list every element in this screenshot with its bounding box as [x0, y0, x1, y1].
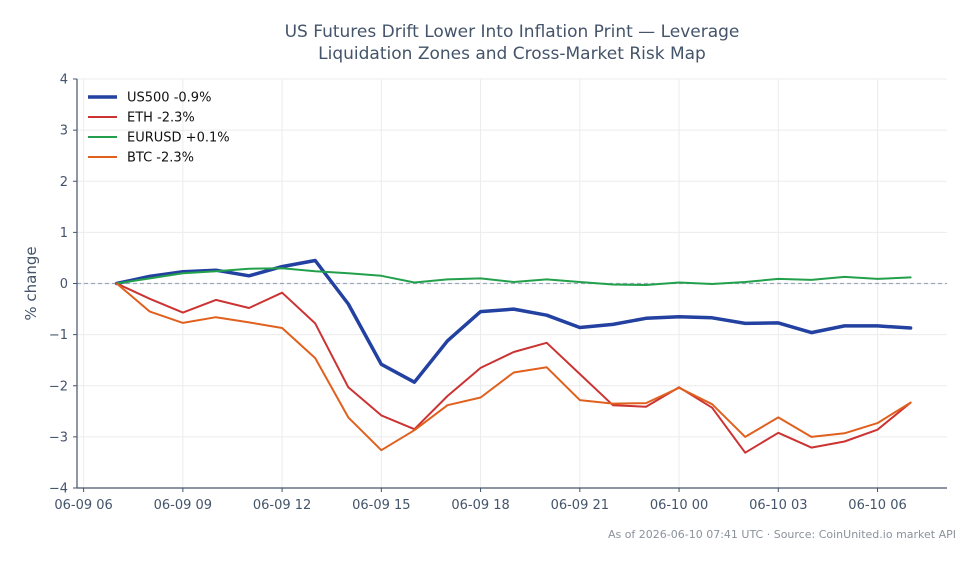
y-tick-label: −1 — [49, 328, 68, 343]
x-axis-ticks: 06-09 06 06-09 09 06-09 12 06-09 15 06-09 18… — [54, 488, 907, 513]
x-tick-label: 06-09 15 — [352, 498, 410, 513]
y-tick-label: −4 — [49, 482, 68, 497]
x-tick-label: 06-10 03 — [749, 498, 807, 513]
series-line-2 — [115, 267, 912, 286]
y-tick-label: 1 — [60, 226, 68, 241]
x-tick-label: 06-09 18 — [451, 498, 509, 513]
y-tick-label: −3 — [49, 430, 68, 445]
y-axis-ticks: 4 3 2 1 0 −1 −2 −3 −4 — [49, 73, 77, 497]
legend-label: US500 -0.9% — [127, 91, 211, 106]
x-tick-label: 06-09 12 — [253, 498, 311, 513]
chart-title-line-2: Liquidation Zones and Cross-Market Risk … — [318, 44, 706, 64]
x-tick-label: 06-10 06 — [848, 498, 906, 513]
chart-title-line-1: US Futures Drift Lower Into Inflation Pr… — [284, 22, 740, 42]
y-tick-label: −2 — [49, 379, 68, 394]
x-tick-label: 06-09 06 — [54, 498, 112, 513]
y-tick-label: 0 — [60, 277, 68, 292]
y-tick-label: 3 — [60, 124, 68, 139]
legend: US500 -0.9% ETH -2.3% EURUSD +0.1% BTC -2.3… — [88, 91, 230, 166]
series-line-1 — [115, 282, 912, 454]
legend-label: ETH -2.3% — [127, 111, 195, 126]
x-tick-label: 06-09 21 — [551, 498, 609, 513]
y-axis-label: % change — [22, 246, 40, 320]
series-line-3 — [115, 282, 912, 452]
legend-label: EURUSD +0.1% — [127, 131, 230, 146]
x-tick-label: 06-09 09 — [154, 498, 212, 513]
series-lines — [114, 258, 913, 454]
legend-label: BTC -2.3% — [127, 151, 194, 166]
y-tick-label: 2 — [60, 175, 68, 190]
x-tick-label: 06-10 00 — [650, 498, 708, 513]
y-tick-label: 4 — [60, 73, 68, 88]
series-line-0 — [114, 258, 913, 384]
source-footer: As of 2026-06-10 07:41 UTC · Source: Coi… — [607, 528, 956, 541]
